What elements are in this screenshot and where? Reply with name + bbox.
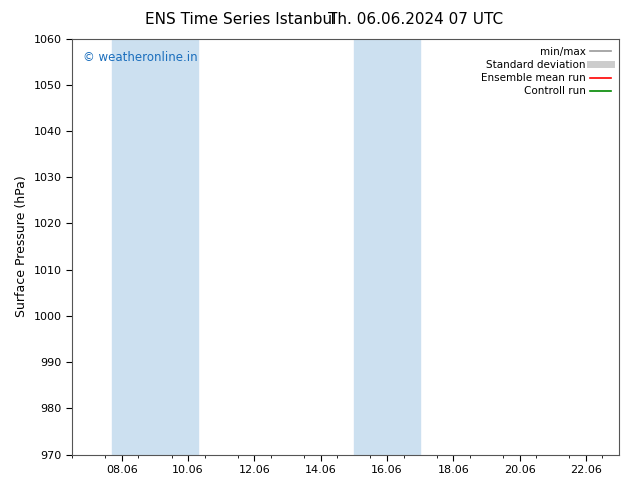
Text: ENS Time Series Istanbul: ENS Time Series Istanbul xyxy=(145,12,337,27)
Bar xyxy=(112,39,198,455)
Text: Th. 06.06.2024 07 UTC: Th. 06.06.2024 07 UTC xyxy=(328,12,503,27)
Y-axis label: Surface Pressure (hPa): Surface Pressure (hPa) xyxy=(15,176,28,318)
Legend: min/max, Standard deviation, Ensemble mean run, Controll run: min/max, Standard deviation, Ensemble me… xyxy=(478,44,614,99)
Bar xyxy=(354,39,420,455)
Text: © weatheronline.in: © weatheronline.in xyxy=(83,51,198,64)
